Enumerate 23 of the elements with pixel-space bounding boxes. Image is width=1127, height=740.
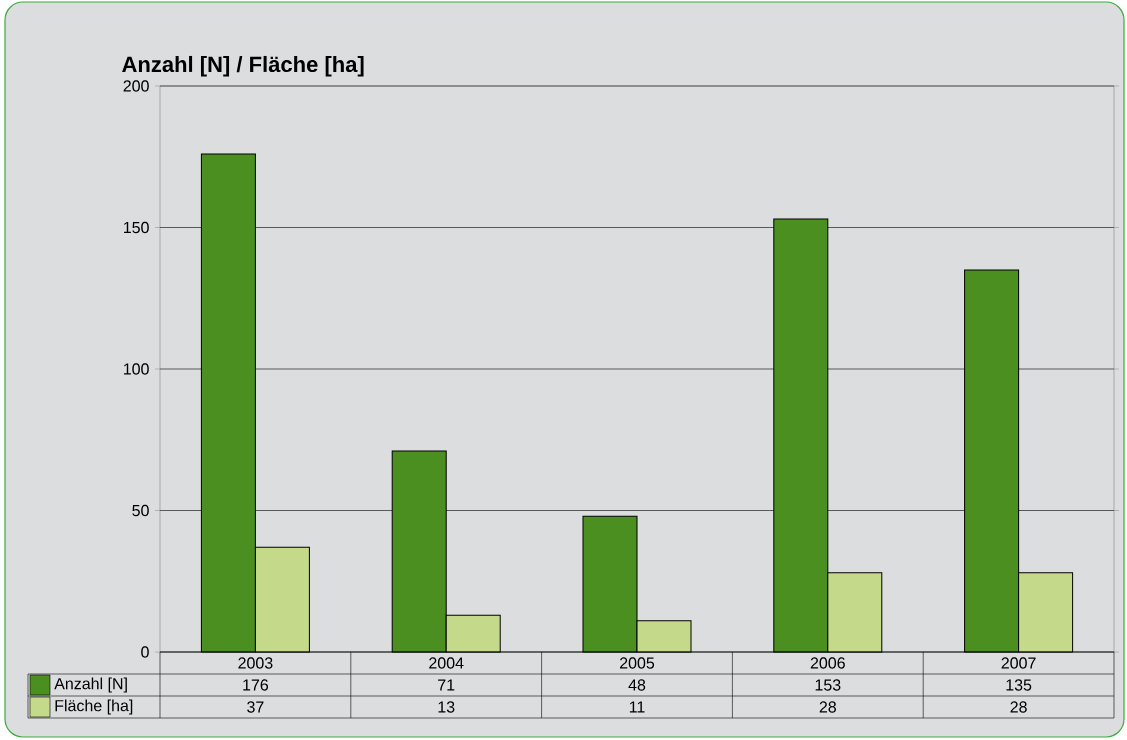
data-label: 153 (815, 679, 841, 691)
y-tick-label: 200 (123, 80, 149, 92)
data-label: 28 (1010, 701, 1027, 713)
data-label: 176 (243, 679, 269, 691)
data-label: 28 (819, 701, 836, 713)
x-tick-label: 2004 (429, 657, 464, 669)
x-tick-label: 2003 (238, 657, 273, 669)
y-tick-label: 100 (124, 363, 149, 375)
data-label: 48 (628, 679, 646, 691)
legend-label: Anzahl [N] (54, 677, 127, 693)
chart-title: Anzahl [N] / Fläche [ha] (122, 55, 364, 77)
y-tick-label: 0 (141, 646, 149, 658)
y-tick-label: 50 (132, 504, 149, 517)
data-label: 37 (247, 701, 264, 713)
x-tick-label: 2007 (1001, 657, 1036, 669)
data-label: 13 (438, 701, 455, 713)
y-tick-label: 150 (124, 221, 149, 234)
data-label: 135 (1006, 679, 1032, 691)
x-tick-label: 2005 (620, 657, 655, 669)
data-label: 11 (629, 701, 645, 713)
data-label: 71 (438, 679, 455, 691)
legend-label: Fläche [ha] (55, 699, 133, 715)
x-tick-label: 2006 (810, 657, 845, 669)
